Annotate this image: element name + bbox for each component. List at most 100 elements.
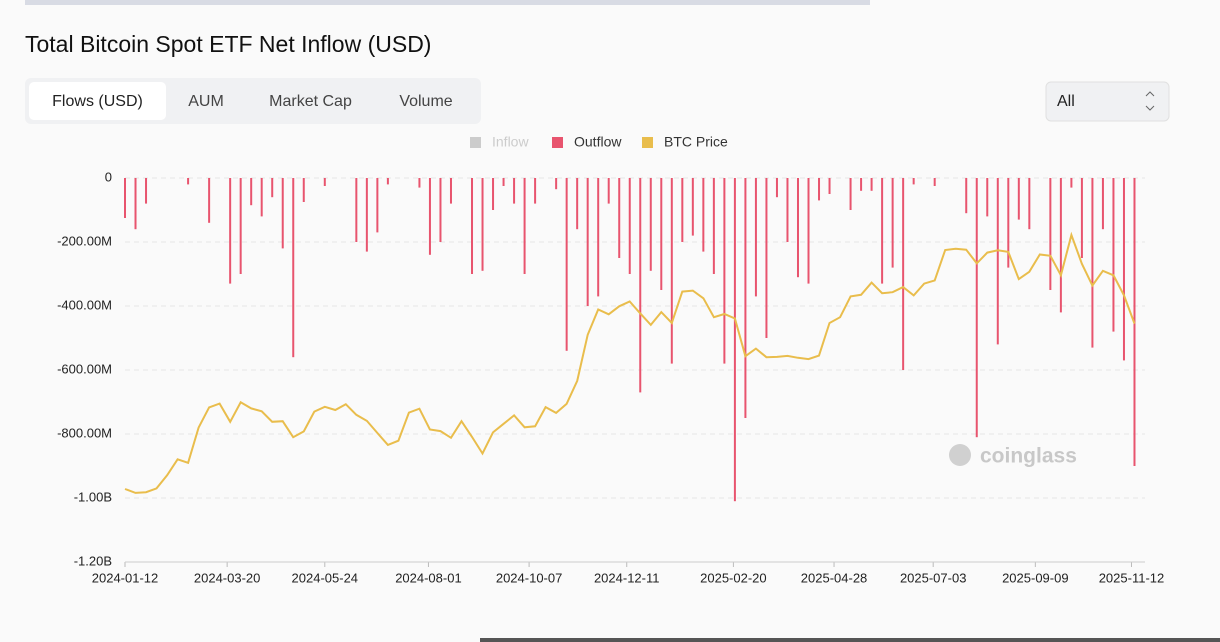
bar bbox=[260, 178, 263, 217]
bar bbox=[597, 178, 600, 297]
x-tick-label: 2024-10-07 bbox=[496, 570, 563, 585]
bar bbox=[765, 178, 768, 338]
bar bbox=[775, 178, 778, 198]
y-tick-label: -800.00M bbox=[57, 425, 112, 440]
y-tick-label: -600.00M bbox=[57, 361, 112, 376]
bar bbox=[723, 178, 726, 364]
x-tick-label: 2025-09-09 bbox=[1002, 570, 1069, 585]
bar bbox=[534, 178, 537, 204]
price-line bbox=[124, 231, 1136, 494]
legend-label: Outflow bbox=[574, 134, 622, 150]
bar bbox=[607, 178, 610, 204]
legend-label: BTC Price bbox=[664, 134, 728, 150]
bar bbox=[386, 178, 389, 185]
bar bbox=[439, 178, 442, 242]
bar bbox=[502, 178, 505, 186]
bar bbox=[492, 178, 495, 210]
tab[interactable]: Volume bbox=[399, 93, 452, 110]
bar bbox=[933, 178, 936, 186]
bar bbox=[733, 178, 736, 502]
bar bbox=[523, 178, 526, 274]
bar bbox=[807, 178, 810, 284]
x-tick-label: 2024-08-01 bbox=[395, 570, 462, 585]
bar bbox=[471, 178, 474, 274]
range-select[interactable] bbox=[1045, 81, 1170, 122]
bar bbox=[754, 178, 757, 297]
bar bbox=[828, 178, 831, 194]
legend-swatch bbox=[470, 137, 481, 148]
bar bbox=[712, 178, 715, 274]
bar bbox=[239, 178, 242, 274]
bar bbox=[1070, 178, 1073, 188]
watermark-logo bbox=[949, 444, 971, 466]
bar bbox=[986, 178, 989, 217]
legend-swatch bbox=[642, 137, 653, 148]
bar bbox=[618, 178, 621, 258]
legend-swatch bbox=[552, 137, 563, 148]
bar bbox=[975, 178, 978, 438]
y-tick-label: 0 bbox=[105, 169, 112, 184]
bar bbox=[902, 178, 905, 370]
x-tick-label: 2024-01-12 bbox=[92, 570, 159, 585]
bar bbox=[965, 178, 968, 214]
tab[interactable]: AUM bbox=[188, 93, 224, 110]
tab[interactable]: Market Cap bbox=[269, 93, 352, 110]
bar bbox=[628, 178, 631, 274]
x-tick-label: 2024-03-20 bbox=[194, 570, 261, 585]
bar bbox=[513, 178, 516, 204]
bar bbox=[376, 178, 379, 233]
tab[interactable]: Flows (USD) bbox=[52, 93, 143, 110]
y-tick-label: -1.20B bbox=[74, 553, 112, 568]
bar bbox=[481, 178, 484, 271]
bar bbox=[555, 178, 558, 190]
bar bbox=[586, 178, 589, 306]
bar bbox=[639, 178, 642, 393]
bar bbox=[428, 178, 431, 255]
bar bbox=[786, 178, 789, 242]
bar bbox=[670, 178, 673, 364]
bar bbox=[891, 178, 894, 268]
bar bbox=[796, 178, 799, 278]
x-tick-label: 2025-04-28 bbox=[801, 570, 868, 585]
bar bbox=[1080, 178, 1083, 258]
bar bbox=[229, 178, 232, 284]
bar bbox=[818, 178, 821, 201]
bar bbox=[860, 178, 863, 191]
y-tick-label: -200.00M bbox=[57, 233, 112, 248]
bar bbox=[1028, 178, 1031, 230]
bar bbox=[870, 178, 873, 191]
range-select-label: All bbox=[1057, 93, 1075, 110]
bar bbox=[124, 178, 126, 218]
bar bbox=[1007, 178, 1010, 268]
title: Total Bitcoin Spot ETF Net Inflow (USD) bbox=[25, 31, 431, 57]
x-tick-label: 2024-12-11 bbox=[594, 570, 660, 585]
bar bbox=[365, 178, 368, 252]
bar bbox=[134, 178, 137, 230]
bar bbox=[1059, 178, 1062, 313]
bar bbox=[323, 178, 326, 186]
x-tick-label: 2025-11-12 bbox=[1099, 570, 1165, 585]
bar bbox=[660, 178, 663, 290]
bar bbox=[271, 178, 274, 198]
bar bbox=[208, 178, 211, 223]
y-tick-label: -400.00M bbox=[57, 297, 112, 312]
bar bbox=[849, 178, 852, 210]
bar bbox=[1101, 178, 1104, 230]
bar bbox=[449, 178, 452, 204]
legend: Inflow Outflow BTC Price bbox=[470, 134, 728, 150]
bar bbox=[355, 178, 358, 242]
bar bbox=[302, 178, 305, 202]
bar bbox=[691, 178, 694, 236]
watermark: coinglass bbox=[980, 445, 1077, 468]
bar bbox=[702, 178, 705, 252]
bar bbox=[281, 178, 284, 249]
bar bbox=[418, 178, 421, 188]
bottom-bar bbox=[480, 638, 1220, 642]
bar bbox=[1091, 178, 1094, 348]
bar bbox=[912, 178, 915, 185]
bar bbox=[292, 178, 295, 358]
bar bbox=[881, 178, 884, 284]
bar bbox=[576, 178, 579, 230]
